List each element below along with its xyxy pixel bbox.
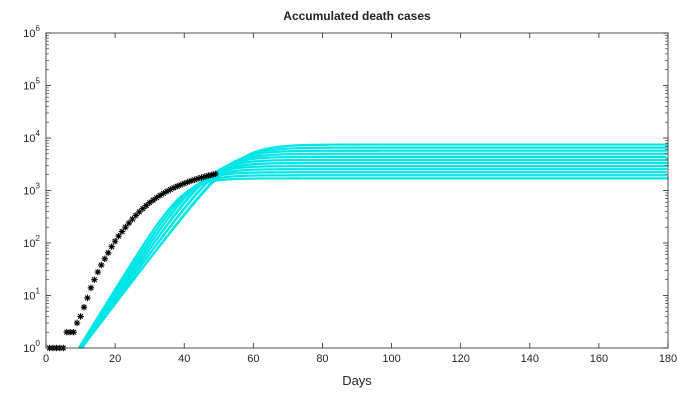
observed-point — [146, 199, 153, 206]
observed-point — [94, 268, 102, 276]
observed-point — [118, 228, 126, 235]
y-tick-label: 106 — [23, 24, 40, 40]
x-tick-label: 40 — [178, 353, 190, 365]
observed-point — [73, 319, 81, 327]
x-axis-label: Days — [342, 373, 372, 388]
observed-point — [143, 202, 150, 209]
x-tick-label: 80 — [316, 353, 328, 365]
observed-point — [80, 303, 88, 311]
observed-point — [163, 188, 171, 195]
observed-point — [208, 171, 216, 178]
observed-point — [156, 192, 164, 199]
observed-point — [201, 173, 209, 180]
observed-point — [77, 313, 84, 320]
observed-point — [187, 177, 195, 185]
observed-point — [139, 205, 146, 212]
simulation-line — [78, 171, 667, 349]
observed-point — [160, 190, 167, 197]
x-tick-label: 180 — [659, 353, 677, 365]
y-tick-label: 104 — [23, 129, 40, 145]
observed-point — [87, 284, 95, 292]
x-tick-label: 0 — [43, 353, 49, 365]
observed-point — [212, 170, 219, 178]
observed-point — [194, 175, 202, 182]
observed-point — [66, 328, 74, 336]
observed-point — [167, 186, 174, 193]
observed-point — [177, 181, 184, 188]
x-axis-ticks: 0 20 40 60 80 100 120 140 160 180 — [43, 33, 677, 365]
x-tick-label: 20 — [109, 353, 121, 365]
observed-point — [84, 294, 91, 302]
y-tick-label: 103 — [23, 182, 40, 198]
observed-point — [91, 276, 98, 283]
chart-title: Accumulated death cases — [283, 9, 431, 23]
observed-point — [129, 215, 136, 223]
y-tick-label: 101 — [23, 287, 40, 303]
simulation-line — [78, 155, 667, 349]
simulation-line — [79, 143, 668, 349]
x-tick-label: 100 — [382, 353, 400, 365]
observed-point — [63, 328, 70, 336]
simulation-line — [77, 177, 668, 349]
observed-point — [205, 172, 212, 179]
observed-point — [108, 243, 115, 250]
observed-point — [149, 196, 157, 204]
simulation-line — [79, 165, 668, 349]
x-tick-label: 160 — [590, 353, 608, 365]
observed-point — [122, 223, 129, 231]
observed-point — [136, 208, 143, 216]
observed-point — [111, 238, 119, 245]
observed-point — [174, 183, 181, 190]
x-tick-label: 140 — [521, 353, 539, 365]
observed-point — [132, 212, 140, 219]
y-tick-label: 100 — [23, 339, 40, 355]
observed-point — [70, 328, 77, 336]
observed-point — [181, 180, 188, 187]
observed-point — [198, 174, 205, 181]
observed-point — [170, 184, 178, 192]
simulation-lines — [77, 143, 668, 349]
y-tick-label: 102 — [23, 234, 40, 250]
x-tick-label: 120 — [451, 353, 469, 365]
observed-point — [101, 255, 108, 263]
y-tick-label: 105 — [23, 77, 40, 93]
x-tick-label: 60 — [247, 353, 259, 365]
observed-point — [125, 219, 133, 227]
observed-point — [191, 176, 198, 183]
observed-point — [98, 261, 105, 269]
observed-point — [105, 249, 112, 257]
plot-background — [46, 33, 668, 348]
simulation-line — [78, 149, 668, 349]
y-axis-ticks: 100 101 102 103 104 105 106 — [23, 24, 668, 355]
observed-point — [153, 194, 160, 201]
observed-point — [115, 232, 122, 240]
observed-point — [184, 178, 191, 186]
